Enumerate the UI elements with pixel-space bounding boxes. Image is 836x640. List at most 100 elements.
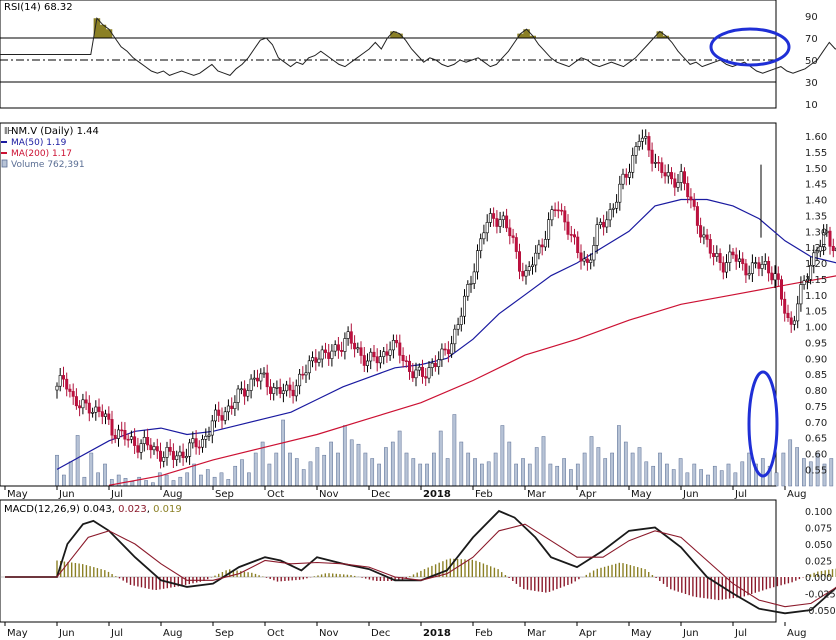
- volume-bar: [541, 436, 546, 487]
- candle-body: [747, 273, 751, 276]
- month-label: May: [631, 489, 652, 500]
- candle-body: [356, 347, 360, 350]
- candle-body: [786, 312, 790, 319]
- month-label: May: [631, 628, 652, 639]
- legend-label: NM.V (Daily) 1.44: [11, 126, 99, 137]
- candle-body: [226, 405, 230, 413]
- volume-bar: [192, 463, 196, 487]
- volume-bar: [623, 441, 628, 487]
- candle-body: [404, 360, 408, 363]
- candle-body: [365, 360, 369, 366]
- volume-bar: [164, 474, 169, 487]
- price-tick-label: 1.05: [805, 307, 827, 318]
- price-panel-frame: [0, 122, 777, 487]
- price-tick-label: 1.00: [805, 323, 827, 334]
- candle-body: [78, 405, 82, 409]
- candle-body: [695, 206, 699, 226]
- volume-bar: [55, 454, 59, 487]
- candle-body: [194, 438, 198, 448]
- candle-body: [107, 413, 111, 420]
- rsi-title: RSI(14) 68.32: [4, 2, 73, 13]
- volume-bar: [651, 465, 656, 487]
- candle-body: [572, 234, 576, 238]
- volume-bar: [802, 458, 806, 487]
- candle-body: [398, 342, 402, 356]
- candle-body: [133, 436, 137, 446]
- macd-tick-label: 0.050: [805, 540, 832, 551]
- rsi-tick-label: 90: [805, 12, 818, 23]
- price-tick-label: 1.25: [805, 243, 827, 254]
- month-label: Sep: [215, 489, 234, 500]
- candle-body: [395, 339, 399, 344]
- candle-body: [100, 411, 104, 417]
- candle-body: [828, 230, 832, 247]
- price-tick-label: 0.70: [805, 418, 827, 429]
- candle-body: [773, 273, 777, 281]
- volume-bar: [240, 459, 244, 487]
- candle-body: [757, 262, 761, 269]
- ma200-line: [108, 275, 836, 486]
- candle-body: [440, 348, 444, 360]
- candle-body: [731, 251, 735, 256]
- candle-body: [783, 298, 787, 314]
- candle-body: [378, 356, 382, 364]
- volume-bar: [733, 472, 738, 487]
- candle-body: [165, 446, 169, 458]
- price-tick-label: 0.75: [805, 402, 827, 413]
- candle-body: [767, 260, 771, 274]
- volume-bar: [500, 425, 505, 487]
- candle-body: [453, 328, 457, 345]
- macd-title-part: 0.019: [153, 504, 182, 515]
- candle-body: [637, 141, 641, 147]
- candle-body: [120, 429, 124, 432]
- candle-body: [327, 352, 331, 359]
- candle-body: [679, 171, 683, 183]
- candle-body: [550, 209, 554, 221]
- macd-signal-line: [5, 523, 836, 608]
- candle-body: [815, 250, 819, 254]
- volume-bar: [384, 447, 388, 487]
- candle-body: [682, 171, 686, 184]
- macd-panel-frame: [0, 499, 777, 623]
- macd-tick-label: -0.050: [805, 606, 836, 617]
- candle-body: [61, 375, 65, 380]
- candle-body: [831, 246, 835, 252]
- candle-body: [582, 258, 586, 262]
- candle-body: [142, 436, 146, 444]
- volume-bar: [445, 458, 450, 487]
- macd-tick-label: 0.075: [805, 524, 832, 535]
- month-label: Aug: [787, 489, 807, 500]
- candle-body: [97, 406, 101, 412]
- volume-bar: [425, 463, 429, 487]
- candle-body: [246, 390, 250, 397]
- month-label: May: [7, 628, 28, 639]
- candle-body: [207, 434, 211, 437]
- candle-body: [149, 444, 153, 451]
- volume-bar: [822, 463, 827, 487]
- volume-bar: [665, 463, 669, 487]
- volume-bar: [219, 472, 224, 487]
- month-label: Nov: [319, 489, 339, 500]
- price-tick-label: 1.45: [805, 180, 827, 191]
- candle-body: [796, 303, 800, 322]
- legend-label: Volume 762,391: [11, 160, 85, 170]
- candle-body: [265, 372, 269, 388]
- month-label: Jul: [110, 628, 123, 639]
- candle-body: [669, 172, 673, 180]
- candle-body: [459, 315, 463, 325]
- volume-bar: [390, 441, 395, 487]
- volume-bar: [685, 472, 690, 487]
- macd-tick-label: 0.100: [805, 507, 832, 518]
- volume-bar: [356, 443, 361, 487]
- candle-body: [87, 402, 91, 414]
- volume-bar: [315, 447, 320, 487]
- candle-body: [262, 372, 266, 375]
- volume-bar: [603, 458, 608, 487]
- volume-bar: [370, 458, 375, 487]
- candle-body: [495, 218, 499, 227]
- volume-bar: [418, 463, 423, 487]
- candle-body: [724, 262, 728, 273]
- candle-body: [818, 246, 822, 252]
- month-label: Mar: [527, 628, 547, 639]
